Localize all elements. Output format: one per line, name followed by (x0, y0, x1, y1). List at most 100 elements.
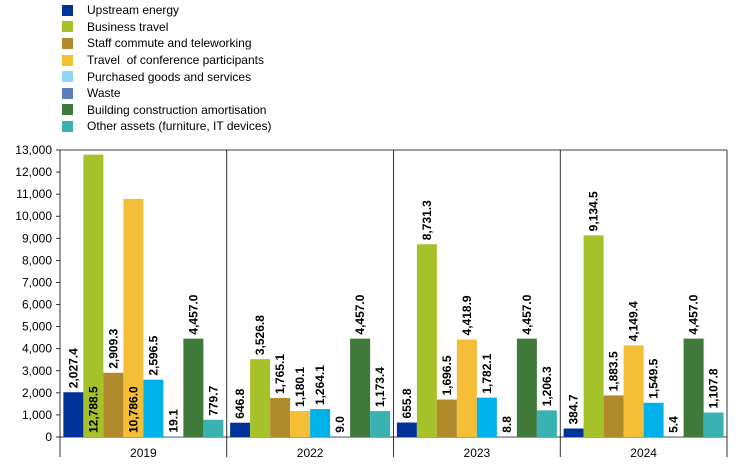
bar (456, 339, 477, 437)
data-label: 4,457.0 (687, 294, 701, 334)
legend-label: Business travel (87, 19, 169, 34)
chart-legend: Upstream energy Business travel Staff comm… (62, 2, 272, 135)
bar (123, 198, 144, 437)
x-tick-label: 2023 (464, 446, 491, 460)
data-label: 8,731.3 (420, 200, 434, 240)
legend-item: Travel of conference participants (62, 52, 272, 69)
bar (290, 410, 311, 437)
data-label: 10,786.0 (126, 386, 140, 433)
legend-item: Building construction amortisation (62, 102, 272, 119)
legend-item: Purchased goods and services (62, 68, 272, 85)
bar (250, 359, 271, 437)
legend-label: Purchased goods and services (87, 69, 252, 84)
data-label: 2,596.5 (146, 335, 160, 375)
data-label: 2,027.4 (66, 348, 80, 388)
y-tick-label: 6,000 (22, 298, 52, 312)
data-label: 1,264.1 (313, 365, 327, 405)
y-tick-label: 7,000 (22, 275, 52, 289)
bar (396, 422, 417, 437)
data-label: 1,173.4 (373, 367, 387, 407)
x-tick-label: 2022 (297, 446, 324, 460)
data-label: 1,549.5 (647, 358, 661, 398)
data-label: 1,107.8 (707, 368, 721, 408)
data-label: 646.8 (233, 388, 247, 418)
bar (623, 345, 644, 437)
legend-swatch (62, 104, 73, 116)
bar (83, 154, 104, 438)
y-tick-label: 5,000 (22, 320, 52, 334)
data-label: 655.8 (400, 388, 414, 418)
legend-swatch (62, 87, 73, 99)
legend-item: Waste (62, 85, 272, 102)
bar (643, 402, 664, 437)
legend-item: Business travel (62, 19, 272, 36)
data-label: 1,206.3 (540, 366, 554, 406)
data-label: 779.7 (206, 385, 220, 415)
y-tick-label: 9,000 (22, 231, 52, 245)
bar (416, 244, 437, 437)
legend-label: Staff commute and teleworking (87, 36, 252, 51)
data-label: 1,180.1 (293, 367, 307, 407)
legend-label: Waste (87, 86, 121, 101)
bar (603, 395, 624, 437)
y-tick-label: 3,000 (22, 364, 52, 378)
bar (583, 235, 604, 437)
legend-label: Other assets (furniture, IT devices) (87, 119, 272, 134)
legend-item: Staff commute and teleworking (62, 35, 272, 52)
y-tick-label: 8,000 (22, 253, 52, 267)
bar (536, 410, 557, 437)
x-tick-label: 2019 (130, 446, 157, 460)
data-label: 9.0 (333, 416, 347, 433)
bar (203, 419, 224, 437)
y-tick-label: 0 (45, 430, 52, 444)
y-tick-label: 2,000 (22, 386, 52, 400)
bar (183, 338, 204, 437)
data-label: 12,788.5 (86, 386, 100, 433)
legend-swatch (62, 37, 73, 49)
legend-swatch (62, 71, 73, 83)
data-label: 3,526.8 (253, 315, 267, 355)
legend-label: Building construction amortisation (87, 102, 267, 117)
y-tick-label: 1,000 (22, 408, 52, 422)
data-label: 384.7 (567, 394, 581, 424)
legend-label: Travel of conference participants (87, 53, 264, 68)
bar (683, 338, 704, 437)
data-label: 4,149.4 (627, 301, 641, 341)
bar (230, 422, 251, 437)
y-tick-label: 11,000 (16, 187, 52, 201)
bar (370, 411, 391, 437)
legend-item: Upstream energy (62, 2, 272, 19)
bar (476, 397, 497, 437)
bar (143, 379, 164, 437)
bar (436, 399, 457, 437)
data-label: 5.4 (667, 416, 681, 433)
legend-swatch (62, 4, 73, 16)
y-tick-label: 10,000 (15, 209, 52, 223)
x-tick-label: 2024 (630, 446, 657, 460)
data-label: 4,457.0 (186, 294, 200, 334)
data-label: 1,782.1 (480, 353, 494, 393)
bar (63, 392, 84, 437)
data-label: 19.1 (166, 409, 180, 433)
legend-item: Other assets (furniture, IT devices) (62, 118, 272, 135)
data-label: 4,457.0 (520, 294, 534, 334)
data-label: 1,883.5 (607, 351, 621, 391)
data-label: 8.8 (500, 416, 514, 433)
y-tick-label: 4,000 (22, 342, 52, 356)
bar (703, 412, 724, 437)
data-label: 9,134.5 (587, 191, 601, 231)
data-label: 1,696.5 (440, 355, 454, 395)
data-label: 1,765.1 (273, 354, 287, 394)
bar (350, 338, 371, 437)
bar (516, 338, 537, 437)
bar (270, 398, 291, 437)
bar (103, 372, 124, 437)
bar (563, 428, 584, 437)
legend-label: Upstream energy (87, 3, 180, 18)
data-label: 4,418.9 (460, 295, 474, 335)
legend-swatch (62, 54, 73, 66)
y-tick-label: 12,000 (15, 165, 52, 179)
data-label: 4,457.0 (353, 294, 367, 334)
legend-swatch (62, 120, 73, 132)
